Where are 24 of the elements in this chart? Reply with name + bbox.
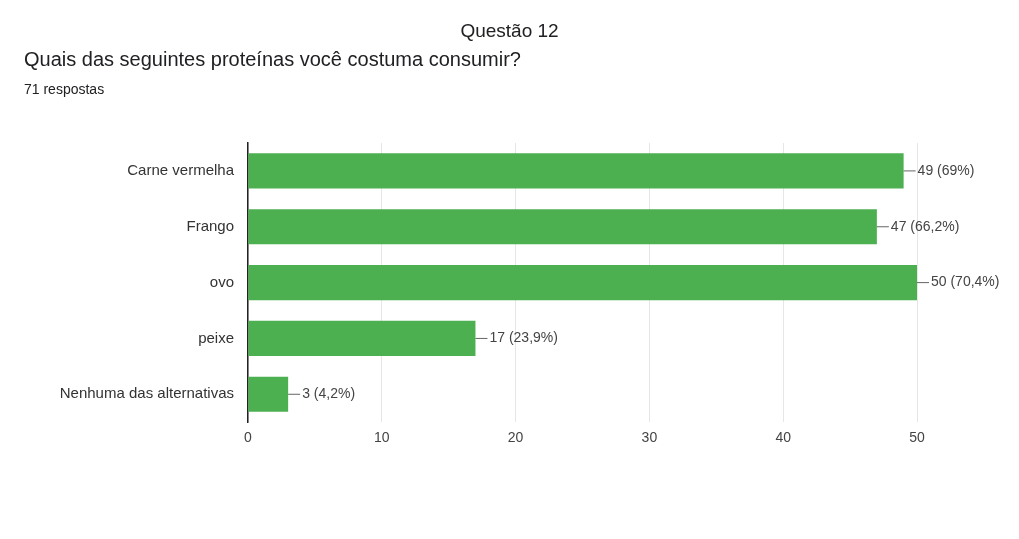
bar: [248, 209, 877, 245]
bar: [248, 376, 289, 412]
data-label: 50 (70,4%): [931, 273, 1000, 290]
bar: [248, 153, 904, 189]
y-tick-label: Frango: [186, 216, 234, 234]
x-tick-label: 50: [909, 429, 925, 446]
data-label: 3 (4,2%): [302, 385, 356, 402]
y-tick-label: ovo: [209, 272, 234, 290]
chart-title: Questão 12: [459, 20, 560, 42]
bar: [248, 265, 917, 301]
y-tick-label: Carne vermelha: [127, 161, 235, 179]
x-tick-label: 40: [775, 429, 792, 446]
x-tick-label: 0: [244, 429, 253, 446]
x-tick-label: 30: [641, 429, 658, 446]
data-label: 47 (66,2%): [890, 217, 960, 234]
y-tick-label: Nenhuma das alternativas: [59, 384, 234, 402]
x-tick-label: 20: [507, 429, 524, 446]
data-label: 17 (23,9%): [489, 329, 558, 346]
data-label: 49 (69%): [917, 161, 975, 178]
x-tick-label: 10: [374, 429, 390, 446]
chart-subtitle: Quais das seguintes proteínas você costuma consumir?: [24, 48, 521, 71]
bar: [248, 320, 476, 357]
y-tick-label: peixe: [198, 328, 234, 346]
text: 71 respostas: [24, 81, 105, 97]
